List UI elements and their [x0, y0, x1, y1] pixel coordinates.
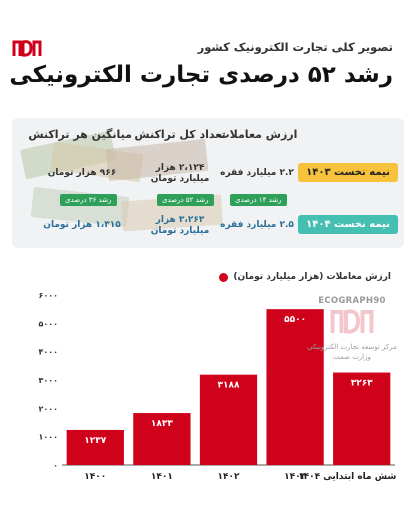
row-label-1403: نیمه نخست ۱۴۰۳: [298, 163, 398, 182]
cell-count-1403: ۲،۱۲۴ هزار میلیارد تومان: [150, 163, 210, 184]
y-tick-label: ۵۰۰۰: [38, 319, 58, 328]
x-tick-label: ۱۴۰۳: [284, 472, 306, 482]
page-title: رشد ۵۲ درصدی تجارت الکترونیکی: [9, 62, 393, 88]
brand-logo-icon: [12, 40, 42, 57]
growth-badge-count: رشد ۵۲ درصدی: [157, 194, 214, 206]
y-tick-label: ۰: [53, 461, 58, 470]
column-header-avg: میانگین هر تراکنش: [28, 128, 132, 141]
bar: [133, 413, 191, 465]
bar-value-label: ۳۱۸۸: [218, 381, 240, 391]
brand-mark-icon: [330, 309, 374, 334]
y-tick-label: ۴۰۰۰: [38, 348, 58, 357]
subtitle: تصویر کلی تجارت الکترونیک کشور: [197, 40, 393, 54]
cell-value-1403: ۲.۲ میلیارد فقره: [220, 168, 294, 178]
bar-value-label: ۳۲۶۳: [351, 379, 373, 389]
legend-label: ارزش معاملات (هزار میلیارد تومان): [233, 272, 391, 282]
summary-panel: ارزش معاملات تعداد کل تراکنش میانگین هر …: [12, 118, 404, 248]
bar-value-label: ۱۸۳۳: [151, 419, 173, 429]
x-tick-label: شش ماه ابتدایی ۱۴۰۴: [298, 472, 396, 482]
brand-org: مرکز توسعه تجارت الکترونیکی وزارت صمت: [307, 343, 397, 361]
column-header-count: تعداد کل تراکنش: [134, 128, 226, 141]
bar-value-label: ۱۲۳۷: [84, 436, 106, 446]
bar: [199, 374, 258, 465]
chart-legend: ارزش معاملات (هزار میلیارد تومان): [219, 272, 391, 282]
cell-avg-1404: ۱،۳۱۵ هزار تومان: [43, 220, 121, 230]
x-tick-label: ۱۴۰۲: [218, 472, 240, 482]
cell-avg-1403: ۹۶۶ هزار تومان: [47, 168, 117, 178]
row-label-1404: نیمه نخست ۱۴۰۴: [298, 215, 398, 234]
y-tick-label: ۲۰۰۰: [38, 404, 58, 413]
brand-site: ECOGRAPH90: [318, 296, 386, 306]
y-tick-label: ۱۰۰۰: [38, 433, 58, 442]
header: تصویر کلی تجارت الکترونیک کشور رشد ۵۲ در…: [0, 0, 415, 112]
column-header-value: ارزش معاملات: [218, 128, 298, 141]
x-tick-label: ۱۴۰۰: [84, 472, 106, 482]
bar: [66, 429, 124, 465]
bar-chart: ۰ ۱۰۰۰ ۲۰۰۰ ۳۰۰۰ ۴۰۰۰ ۵۰۰۰ ۶۰۰۰ ۱۲۳۷ ۱۴۰۰ ۱۸۳۳ ۱۴۰…: [38, 291, 396, 482]
growth-badge-avg: رشد ۳۶ درصدی: [60, 194, 117, 206]
x-tick-label: ۱۴۰۱: [151, 472, 173, 482]
y-tick-label: ۶۰۰۰: [38, 291, 58, 300]
legend-swatch: [219, 272, 229, 282]
bar: [266, 309, 324, 465]
brand-block: ECOGRAPH90 مرکز توسعه تجارت الکترونیکی و…: [307, 296, 397, 362]
cell-count-1404: ۳،۲۶۳ هزار میلیارد تومان: [150, 215, 210, 236]
cell-value-1404: ۲.۵ میلیارد فقره: [220, 220, 294, 230]
bar: [333, 372, 391, 465]
bar-value-label: ۵۵۰۰: [284, 315, 306, 325]
growth-badge-value: رشد ۱۴ درصدی: [230, 194, 287, 206]
y-tick-label: ۳۰۰۰: [38, 376, 58, 385]
